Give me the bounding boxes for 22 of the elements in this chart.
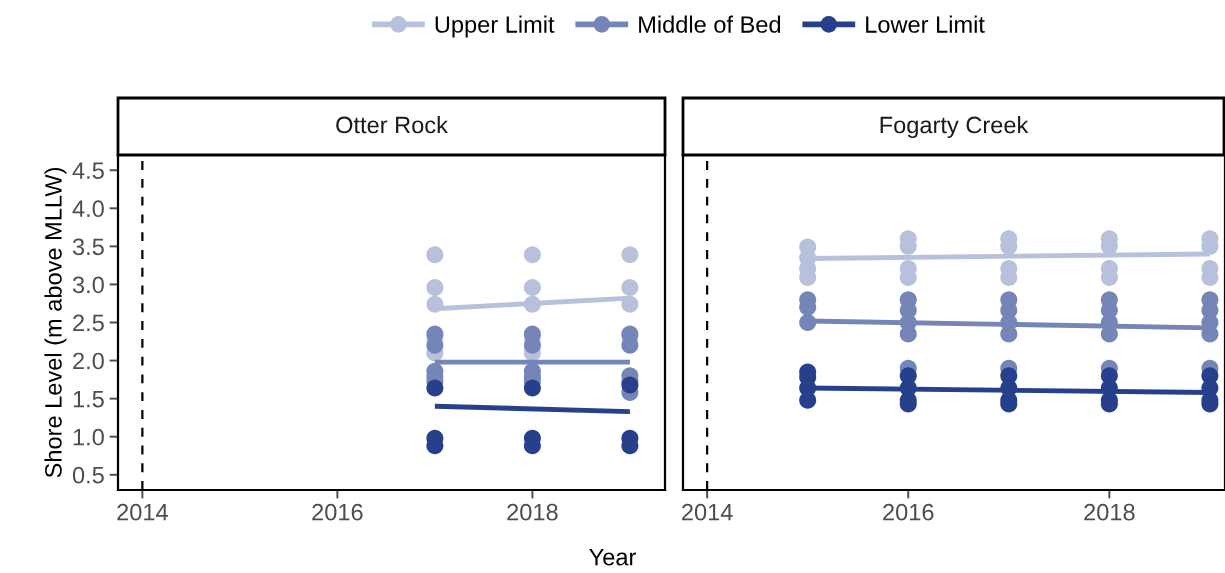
chart-title: Otter Rock xyxy=(336,116,448,134)
x-tick-label: 2014 xyxy=(682,503,733,521)
y-tick-label: 3.5 xyxy=(72,238,104,256)
y-tick-label: 3.0 xyxy=(72,276,104,294)
x-axis-title: Year xyxy=(589,548,636,566)
legend-label: Lower Limit xyxy=(866,15,985,33)
x-tick-label: 2018 xyxy=(507,503,558,521)
legend-label: Upper Limit xyxy=(435,15,555,38)
y-tick-label: 4.0 xyxy=(72,200,104,218)
y-axis-title: Shore Level (m above MLLW) xyxy=(44,168,67,478)
x-tick-label: 2014 xyxy=(117,503,168,521)
legend-label: Middle of Bed xyxy=(639,15,781,33)
y-tick-label: 0.5 xyxy=(72,466,104,484)
x-tick-label: 2016 xyxy=(312,503,363,521)
x-tick-label: 2018 xyxy=(1084,503,1135,521)
chart-title: Fogarty Creek xyxy=(880,116,1029,139)
y-tick-label: 2.5 xyxy=(73,314,104,332)
y-tick-label: 4.5 xyxy=(72,162,104,180)
y-tick-label: 1.5 xyxy=(73,390,104,408)
y-tick-label: 1.0 xyxy=(73,428,104,446)
y-tick-label: 2.0 xyxy=(73,352,104,370)
x-tick-label: 2016 xyxy=(883,503,934,521)
